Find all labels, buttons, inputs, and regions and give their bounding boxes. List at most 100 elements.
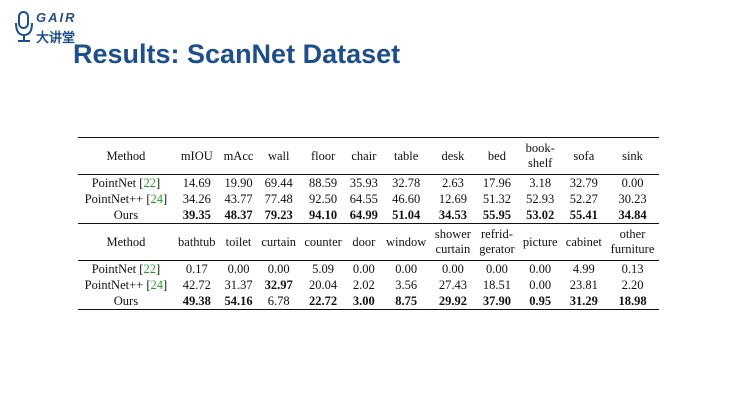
value-cell: 31.29 (561, 293, 607, 310)
column-header: other furniture (606, 223, 659, 261)
value-cell: 34.53 (438, 207, 467, 222)
value-cell: 20.04 (309, 277, 338, 292)
value-cell: 34.84 (618, 207, 647, 222)
value-cell: 37.90 (475, 293, 519, 310)
column-header: picture (518, 223, 562, 261)
column-header: toilet (219, 223, 258, 261)
value-cell: 0.95 (518, 293, 562, 310)
table-row: PointNet [22] 0.17 0.00 0.00 5.09 0.00 0.00 0.0… (78, 260, 659, 277)
value-cell: 32.78 (381, 174, 431, 191)
value-cell: 55.95 (482, 207, 511, 222)
method-name: Ours (113, 207, 139, 222)
microphone-icon (15, 11, 33, 42)
column-header-line: furniture (610, 242, 655, 256)
column-header: floor (300, 137, 347, 175)
gair-logo: GAIR 大讲堂 (14, 8, 94, 48)
value-cell: 0.00 (606, 174, 659, 191)
value-cell: 64.55 (349, 191, 378, 206)
column-header: bed (475, 137, 519, 175)
value-cell: 94.10 (309, 207, 338, 222)
value-cell: 88.59 (300, 174, 347, 191)
column-header-line: other (619, 227, 646, 241)
value-cell: 0.00 (381, 260, 431, 277)
column-header: book-shelf (518, 137, 562, 175)
value-cell: 54.16 (219, 293, 258, 310)
value-cell: 27.43 (438, 277, 467, 292)
value-cell: 77.48 (264, 191, 293, 206)
value-cell: 3.18 (518, 174, 562, 191)
method-name: PointNet++ (84, 277, 144, 292)
logo-text-cn: 大讲堂 (36, 31, 76, 46)
citation-link[interactable]: 24 (150, 277, 163, 292)
value-cell: 52.27 (569, 191, 598, 206)
column-header: wall (257, 137, 301, 175)
value-cell: 14.69 (173, 174, 220, 191)
method-cell: PointNet++ [24] (84, 277, 168, 292)
value-cell: 2.02 (352, 277, 375, 292)
value-cell: 18.51 (482, 277, 511, 292)
value-cell: 64.99 (349, 207, 378, 222)
method-cell: PointNet [22] (78, 174, 174, 191)
value-cell: 51.32 (482, 191, 511, 206)
table-header-row: Method mIOU mAcc wall floor chair table desk bed… (78, 137, 659, 175)
value-cell: 4.99 (561, 260, 607, 277)
column-header: table (381, 137, 431, 175)
column-header-line: curtain (435, 242, 471, 256)
value-cell: 2.63 (430, 174, 476, 191)
column-header: window (381, 223, 431, 261)
column-header: mAcc (219, 137, 258, 175)
value-cell: 5.09 (300, 260, 347, 277)
column-header: cabinet (561, 223, 607, 261)
value-cell: 69.44 (257, 174, 301, 191)
value-cell: 35.93 (346, 174, 382, 191)
column-header: door (346, 223, 382, 261)
value-cell: 0.17 (173, 260, 220, 277)
value-cell: 18.98 (606, 293, 659, 310)
citation-link[interactable]: 22 (143, 175, 156, 190)
column-header: counter (300, 223, 347, 261)
results-table: Method mIOU mAcc wall floor chair table desk bed… (78, 137, 659, 310)
value-cell: 0.00 (257, 260, 301, 277)
value-cell: 22.72 (300, 293, 347, 310)
table-row: Ours 49.38 54.16 6.78 22.72 3.00 8.75 29.92 37.9… (78, 293, 659, 310)
table-row: Ours 39.35 48.37 79.23 94.10 64.99 51.04 34.53 5… (78, 207, 659, 224)
value-cell: 17.96 (475, 174, 519, 191)
value-cell: 49.38 (173, 293, 220, 310)
value-cell: 3.56 (395, 277, 418, 292)
value-cell: 31.37 (224, 277, 253, 292)
column-header: sofa (561, 137, 607, 175)
value-cell: 51.04 (392, 207, 421, 222)
value-cell: 29.92 (430, 293, 476, 310)
value-cell: 0.00 (430, 260, 476, 277)
citation-link[interactable]: 24 (150, 191, 163, 206)
column-header: mIOU (173, 137, 220, 175)
column-header-line: refrid- (480, 227, 513, 241)
value-cell: 0.00 (219, 260, 258, 277)
table-row: PointNet [22] 14.69 19.90 69.44 88.59 35.93 32… (78, 174, 659, 191)
table-header-row: Method bathtub toilet curtain counter door win… (78, 223, 659, 261)
value-cell: 19.90 (219, 174, 258, 191)
method-cell: Ours (78, 293, 174, 310)
value-cell: 39.35 (182, 207, 211, 222)
value-cell: 30.23 (618, 191, 647, 206)
column-header-line: shower (434, 227, 471, 241)
value-cell: 6.78 (257, 293, 301, 310)
column-header-line: shelf (528, 156, 553, 170)
value-cell: 12.69 (438, 191, 467, 206)
value-cell: 0.00 (518, 260, 562, 277)
value-cell: 79.23 (264, 207, 293, 222)
value-cell: 3.00 (346, 293, 382, 310)
value-cell: 8.75 (381, 293, 431, 310)
value-cell: 0.13 (606, 260, 659, 277)
column-header: curtain (257, 223, 301, 261)
citation-link[interactable]: 22 (143, 261, 156, 276)
value-cell: 2.20 (621, 277, 644, 292)
column-header: Method (78, 223, 174, 261)
value-cell: 32.97 (264, 277, 293, 292)
value-cell: 32.79 (561, 174, 607, 191)
value-cell: 48.37 (224, 207, 253, 222)
value-cell: 43.77 (224, 191, 253, 206)
value-cell: 55.41 (569, 207, 598, 222)
column-header: sink (606, 137, 659, 175)
column-header: refrid-gerator (475, 223, 519, 261)
